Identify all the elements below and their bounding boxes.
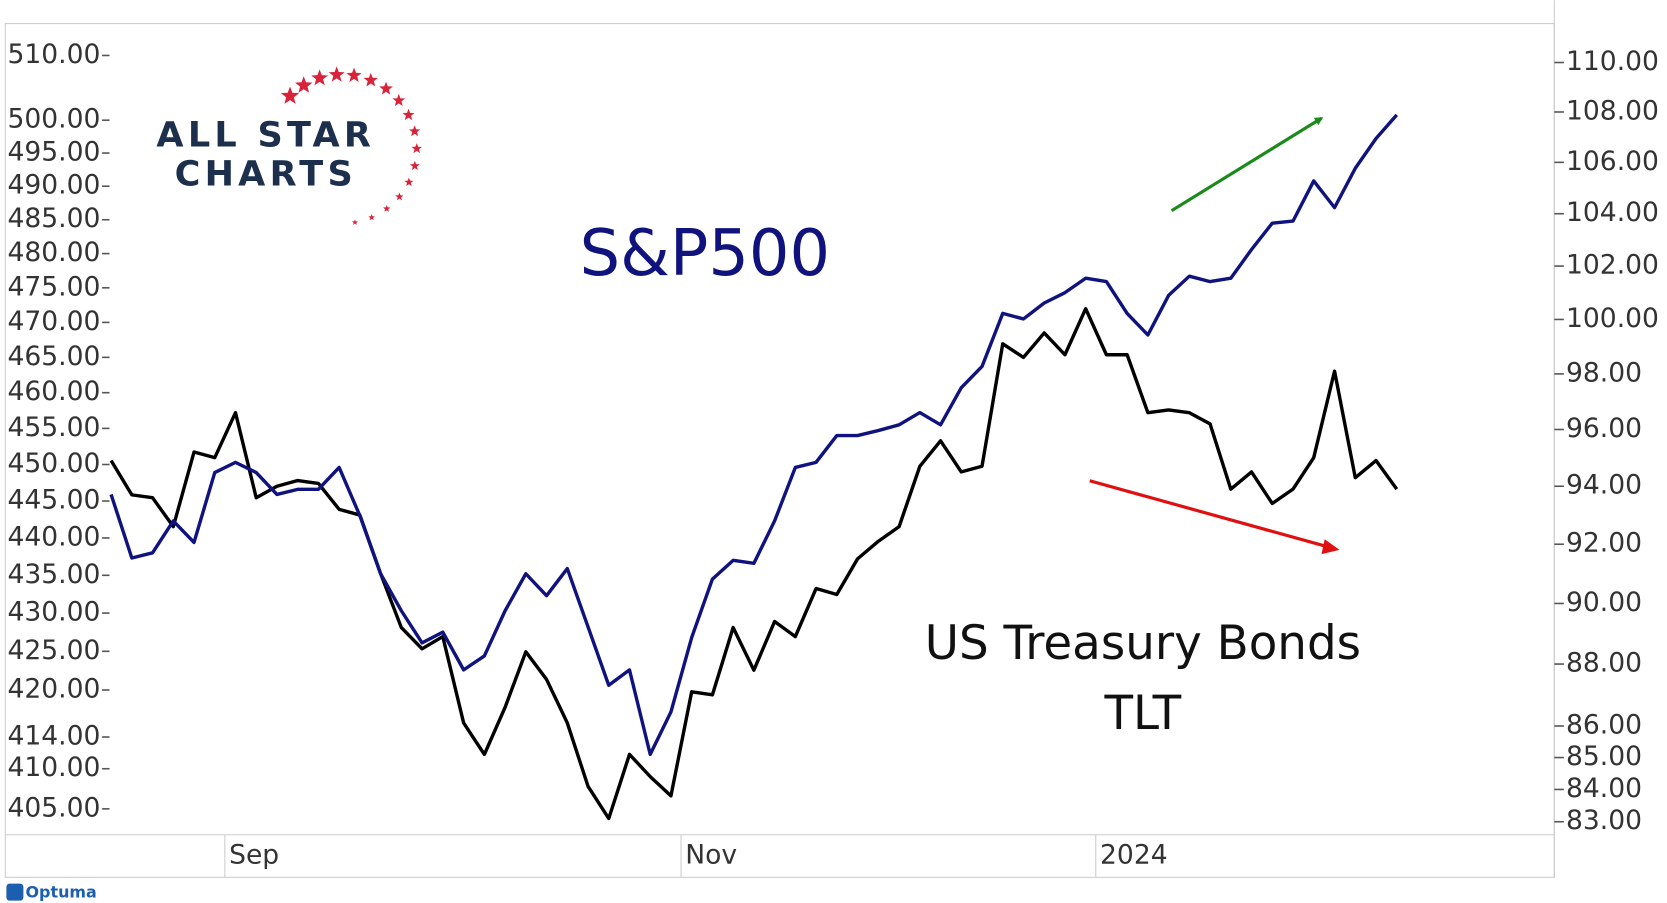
y-tick-label: 445.00 [7,485,100,516]
footer: Optuma [26,883,97,902]
annotation: US Treasury Bonds [925,617,1361,671]
y-tick-label: 405.00 [7,792,100,823]
y2-tick-label: 92.00 [1566,528,1642,559]
y2-tick-label: 106.00 [1566,146,1659,177]
y-tick-label: 440.00 [7,521,100,552]
y2-tick-label: 104.00 [1566,197,1659,228]
y-tick-label: 414.00 [7,721,100,752]
logo-star [395,192,404,201]
logo-star [295,76,313,93]
y2-tick-label: 86.00 [1566,710,1642,741]
y2-tick-label: 102.00 [1566,250,1659,281]
logo-star [351,219,359,225]
y-tick-label: 510.00 [7,39,100,70]
y2-tick-label: 96.00 [1566,413,1642,444]
logo-star [280,86,300,104]
y-tick-label: 495.00 [7,137,100,168]
y2-tick-label: 88.00 [1566,648,1642,679]
logo-star [328,66,345,82]
y-tick-label: 425.00 [7,635,100,666]
logo-star [408,125,421,137]
series-line [109,113,1399,757]
y-tick-label: 480.00 [7,237,100,268]
arrow [1170,116,1324,213]
y-tick-label: 430.00 [7,597,100,628]
footer-icon [6,883,24,901]
logo-star [346,67,362,82]
y-tick-label: 500.00 [7,104,100,135]
y-tick-label: 410.00 [7,752,100,783]
series-line [109,307,1399,821]
logo-star [392,93,406,106]
y2-tick-label: 98.00 [1566,357,1642,388]
y-tick-label: 455.00 [7,412,100,443]
arrow-head [1321,539,1340,555]
y-tick-label: 420.00 [7,673,100,704]
logo-star [402,108,415,121]
x-tick-label: Nov [685,840,737,871]
y-tick-label: 460.00 [7,376,100,407]
annotation: TLT [1103,687,1181,741]
logo-star [404,177,414,187]
logo-star [409,160,420,170]
y-tick-label: 470.00 [7,306,100,337]
x-tick-label: Sep [229,840,279,871]
y2-tick-label: 84.00 [1566,773,1642,804]
y-tick-label: 490.00 [7,170,100,201]
y2-tick-label: 85.00 [1566,741,1642,772]
y-tick-label: 450.00 [7,448,100,479]
y-tick-label: 465.00 [7,341,100,372]
y2-tick-label: 83.00 [1566,805,1642,836]
logo-star [411,143,422,154]
y-tick-label: 475.00 [7,271,100,302]
logo-star [363,72,378,87]
y-tick-label: 435.00 [7,559,100,590]
annotation: S&P500 [580,217,830,291]
logo-text: ALL STAR [156,114,375,155]
y2-tick-label: 100.00 [1566,303,1659,334]
logo-text: CHARTS [175,154,357,195]
logo-stars [280,66,422,225]
y2-tick-label: 110.00 [1566,46,1659,77]
y2-tick-label: 108.00 [1566,95,1659,126]
logo-star [368,213,375,221]
arrow [1089,479,1332,550]
y-tick-label: 485.00 [7,203,100,234]
y2-tick-label: 90.00 [1566,587,1642,618]
logo-star [379,81,393,95]
x-tick-label: 2024 [1100,840,1168,871]
logo-star [311,69,328,86]
y2-tick-label: 94.00 [1566,470,1642,501]
logo-star [383,204,391,212]
